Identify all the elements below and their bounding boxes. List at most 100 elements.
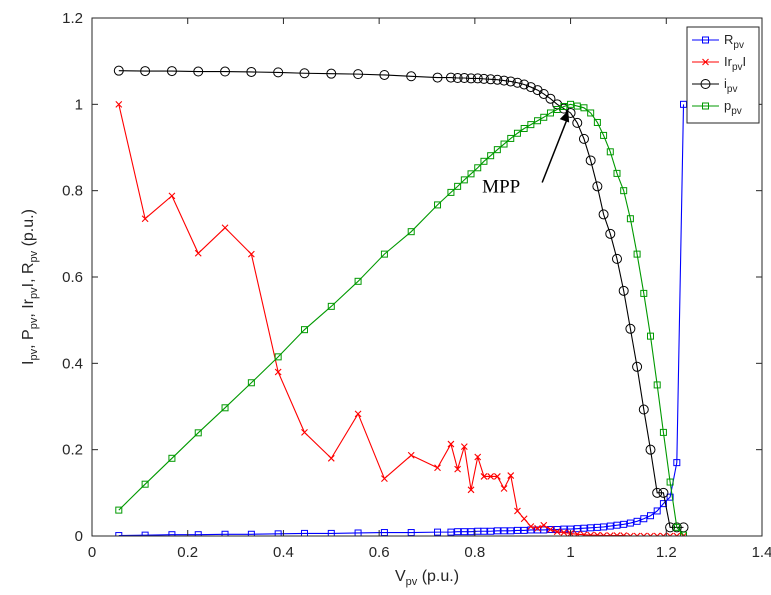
data-point <box>247 250 255 258</box>
data-point <box>534 524 541 532</box>
x-tick-label: 0.4 <box>273 544 294 561</box>
data-point <box>487 152 495 160</box>
legend-marker <box>702 58 709 66</box>
data-point <box>492 74 503 85</box>
data-point <box>600 131 608 139</box>
data-point <box>353 69 364 80</box>
data-point <box>578 133 589 144</box>
data-point <box>474 164 482 172</box>
data-point <box>434 201 442 209</box>
data-point <box>567 100 575 108</box>
data-point <box>680 531 688 536</box>
data-point <box>640 515 648 523</box>
y-axis-label: Ipv, Ppv, IrpvI, Rpv (p.u.) <box>20 209 40 365</box>
data-point <box>553 106 561 114</box>
data-point <box>474 453 482 461</box>
legend-label-main: p <box>724 98 731 113</box>
y-tick-label: 1 <box>75 96 83 113</box>
data-point <box>407 228 415 236</box>
data-point <box>499 75 510 86</box>
data-point <box>467 170 475 178</box>
data-point <box>512 77 523 88</box>
data-point <box>545 93 556 104</box>
data-point <box>520 515 528 523</box>
data-point <box>646 332 654 340</box>
data-point <box>220 66 231 77</box>
data-point <box>467 486 475 494</box>
y-tick-label: 0 <box>75 528 83 545</box>
data-point <box>598 209 609 220</box>
data-point <box>546 526 554 534</box>
data-point <box>626 215 634 223</box>
data-point <box>354 277 362 285</box>
data-point <box>478 73 489 84</box>
data-point <box>573 525 581 533</box>
x-tick-label: 0 <box>88 544 96 561</box>
data-point <box>652 487 663 498</box>
series-line <box>118 103 684 536</box>
data-point <box>454 528 462 536</box>
x-axis-label: Vpv (p.u.) <box>395 568 459 588</box>
data-point <box>605 228 616 239</box>
y-axis-label-sub-0: pv <box>28 348 40 360</box>
data-point <box>454 465 462 473</box>
data-point <box>633 517 641 525</box>
data-point <box>300 326 308 334</box>
data-point <box>507 134 515 142</box>
data-point <box>547 526 554 533</box>
data-point <box>194 249 202 257</box>
data-point <box>640 289 648 297</box>
legend-item: ppv <box>692 98 742 117</box>
data-point <box>432 72 443 83</box>
data-point <box>625 323 636 334</box>
data-point <box>573 102 581 110</box>
data-point <box>168 454 176 462</box>
data-point <box>480 157 488 165</box>
legend-label: IrpvI <box>724 54 746 73</box>
data-point <box>507 527 515 535</box>
x-axis-label-rest: (p.u.) <box>417 568 459 585</box>
data-point <box>592 181 603 192</box>
data-point <box>168 192 176 200</box>
data-point <box>460 176 468 184</box>
data-point <box>327 454 335 462</box>
data-point <box>666 478 674 486</box>
data-point <box>520 125 528 133</box>
data-point <box>620 520 628 528</box>
data-point <box>487 527 495 535</box>
data-point <box>500 485 508 492</box>
data-point <box>505 76 516 87</box>
y-tick-label: 0.8 <box>62 183 83 200</box>
data-point <box>587 531 595 536</box>
data-point <box>527 523 535 530</box>
data-point <box>519 79 530 90</box>
legend-marker <box>700 79 711 89</box>
data-point <box>553 526 561 534</box>
y-axis-label-part-0: I <box>20 360 37 364</box>
data-point <box>647 532 654 536</box>
data-point <box>673 523 681 531</box>
data-point <box>299 68 310 79</box>
data-point <box>460 443 468 451</box>
data-point <box>485 74 496 85</box>
data-point <box>274 353 282 361</box>
data-point <box>221 530 229 536</box>
data-point <box>447 440 455 448</box>
series-line <box>118 104 685 536</box>
legend-box <box>686 26 760 124</box>
legend-marker <box>702 102 709 110</box>
data-point <box>658 487 669 498</box>
data-point <box>141 480 149 488</box>
data-point <box>671 522 682 533</box>
data-point <box>221 224 229 232</box>
data-point <box>193 66 204 77</box>
data-point <box>467 528 475 536</box>
mpp-annotation: MPP <box>482 110 570 197</box>
data-point <box>454 182 462 190</box>
data-point <box>585 155 596 166</box>
data-point <box>327 302 335 310</box>
data-point <box>493 473 501 480</box>
legend-label: Rpv <box>724 32 744 51</box>
